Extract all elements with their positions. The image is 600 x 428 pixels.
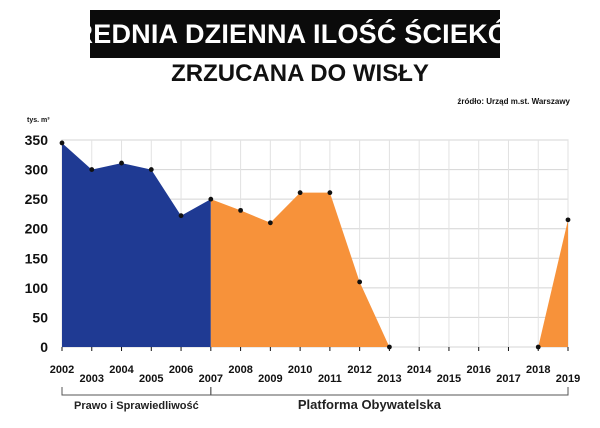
y-tick-label: 0 [40, 339, 48, 355]
y-tick-label: 150 [25, 250, 49, 266]
y-tick-label: 100 [25, 280, 49, 296]
data-point-2007 [208, 196, 214, 202]
x-tick-label-2011: 2011 [318, 373, 342, 385]
data-point-2003 [89, 167, 95, 172]
period-label-po: Platforma Obywatelska [298, 397, 442, 412]
x-tick-label-2014: 2014 [407, 364, 432, 376]
x-tick-label-2005: 2005 [139, 373, 163, 385]
x-tick-label-2010: 2010 [288, 364, 312, 376]
x-tick-label-2003: 2003 [80, 373, 104, 385]
area-segment-pis [62, 142, 211, 347]
y-tick-label: 50 [32, 309, 48, 325]
x-tick-label-2016: 2016 [466, 364, 490, 376]
x-tick-label-2009: 2009 [258, 373, 282, 385]
data-point-2005 [148, 167, 154, 172]
area-segment-po [538, 219, 568, 347]
y-tick-label: 200 [25, 221, 49, 237]
data-point-2006 [178, 213, 184, 219]
x-tick-label-2006: 2006 [169, 364, 193, 376]
x-tick-label-2012: 2012 [347, 364, 371, 376]
source-note: źródło: Urząd m.st. Warszawy [457, 97, 570, 106]
data-point-2011 [327, 190, 333, 196]
x-tick-label-2019: 2019 [556, 373, 580, 385]
data-point-2010 [297, 190, 303, 196]
area-segment-po [210, 192, 390, 347]
x-tick-label-2008: 2008 [228, 364, 252, 376]
x-tick-label-2018: 2018 [526, 364, 550, 376]
period-label-pis: Prawo i Sprawiedliwość [74, 400, 199, 412]
y-tick-label: 250 [25, 191, 49, 207]
x-tick-label-2015: 2015 [437, 373, 461, 385]
data-point-2009 [267, 220, 273, 226]
y-tick-label: 300 [25, 162, 49, 178]
data-point-2008 [238, 207, 243, 213]
data-point-2012 [357, 279, 363, 285]
x-tick-label-2004: 2004 [109, 364, 134, 376]
period-bracket-pis [61, 387, 212, 396]
data-point-2004 [119, 160, 124, 166]
x-tick-label-2002: 2002 [50, 364, 74, 376]
data-point-2002 [59, 140, 65, 146]
x-tick-label-2013: 2013 [377, 373, 401, 385]
x-tick-label-2007: 2007 [199, 373, 223, 385]
period-bracket-po [210, 387, 569, 396]
x-tick-label-2017: 2017 [496, 373, 520, 385]
y-tick-label: 350 [25, 132, 49, 148]
data-point-2019 [565, 217, 571, 223]
chart-title: ŚREDNIA DZIENNA ILOŚĆ ŚCIEKÓW [55, 10, 534, 58]
y-axis-unit: tys. m³ [27, 117, 50, 124]
chart-subtitle: ZRZUCANA DO WISŁY [171, 60, 429, 87]
